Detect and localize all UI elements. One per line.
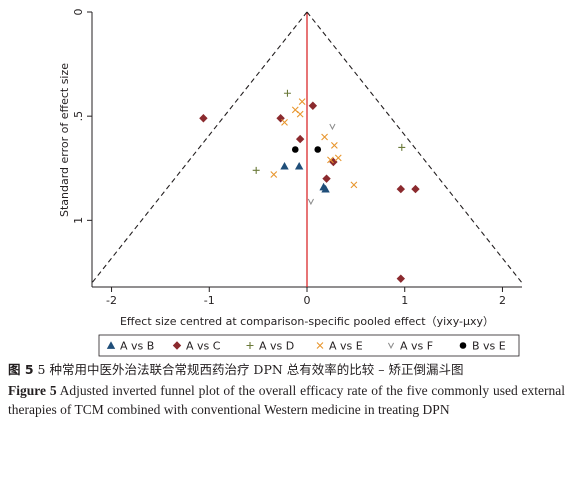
point-a-vs-b (294, 161, 304, 170)
caption-english: Figure 5 Adjusted inverted funnel plot o… (8, 381, 565, 419)
legend-label-a-vs-f: A vs F (400, 340, 433, 353)
point-b-vs-e (314, 146, 322, 153)
caption-english-text: Adjusted inverted funnel plot of the ove… (8, 383, 566, 417)
point-a-vs-e (327, 156, 334, 164)
point-a-vs-e (298, 98, 306, 105)
point-a-vs-b (280, 161, 289, 170)
legend-marker-a-vs-d (246, 342, 254, 349)
point-a-vs-c (308, 101, 318, 110)
point-a-vs-e (334, 154, 342, 162)
x-tick-label: 2 (499, 294, 506, 307)
legend-box (98, 334, 520, 357)
legend-marker-a-vs-b (106, 341, 116, 349)
point-a-vs-f (307, 198, 314, 206)
funnel-right-limit (306, 11, 523, 284)
point-a-vs-c (329, 157, 338, 167)
caption-english-label: Figure 5 (8, 383, 57, 398)
point-a-vs-e (296, 110, 304, 118)
x-tick-label: -1 (204, 294, 215, 307)
legend-marker-a-vs-e (316, 342, 324, 349)
point-a-vs-e (350, 181, 358, 189)
point-a-vs-d (252, 166, 260, 174)
y-tick-label: 1 (72, 217, 85, 224)
x-axis-label: Effect size centred at comparison-specif… (120, 315, 494, 328)
point-a-vs-f (329, 123, 336, 131)
point-a-vs-c (396, 184, 406, 194)
y-tick-label: .5 (72, 111, 85, 122)
point-a-vs-b (321, 184, 330, 193)
funnel-left-limit (91, 11, 308, 284)
legend-marker-b-vs-e (459, 342, 467, 349)
legend-label-b-vs-e: B vs E (472, 340, 506, 353)
legend-marker-a-vs-c (172, 341, 182, 350)
legend: A vs B A vs C A vs D A vs E A vs F B vs E (106, 340, 506, 353)
point-a-vs-e (321, 133, 328, 141)
point-a-vs-e (270, 171, 278, 178)
caption-chinese: 图 5 5 种常用中医外治法联合常规西药治疗 DPN 总有效率的比较 – 矫正倒… (8, 360, 565, 379)
x-tick-label: 1 (401, 294, 408, 307)
caption-chinese-label: 图 5 (8, 362, 34, 377)
figure-caption: 图 5 5 种常用中医外治法联合常规西药治疗 DPN 总有效率的比较 – 矫正倒… (8, 360, 565, 419)
legend-marker-a-vs-f (387, 342, 395, 349)
funnel-plot: -2 -1 0 1 2 0 .5 1 Effect size centred at compa… (58, 9, 523, 357)
point-a-vs-e (281, 119, 288, 126)
legend-label-a-vs-c: A vs C (186, 340, 221, 353)
legend-label-a-vs-e: A vs E (329, 340, 363, 353)
point-a-vs-c (322, 174, 331, 183)
point-a-vs-d (283, 89, 291, 97)
caption-chinese-text: 5 种常用中医外治法联合常规西药治疗 DPN 总有效率的比较 – 矫正倒漏斗图 (33, 362, 464, 377)
point-a-vs-c (396, 274, 406, 283)
point-a-vs-e (330, 141, 338, 149)
y-axis-label: Standard error of effect size (58, 63, 71, 217)
point-a-vs-c (199, 114, 208, 123)
x-tick-label: -2 (106, 294, 117, 307)
legend-label-a-vs-d: A vs D (259, 340, 294, 353)
x-tick-label: 0 (304, 294, 311, 307)
point-a-vs-c (411, 184, 420, 194)
point-a-vs-d (398, 143, 406, 151)
point-b-vs-e (291, 146, 299, 153)
point-a-vs-c (295, 134, 305, 144)
y-tick-label: 0 (72, 9, 85, 16)
legend-label-a-vs-b: A vs B (120, 340, 154, 353)
